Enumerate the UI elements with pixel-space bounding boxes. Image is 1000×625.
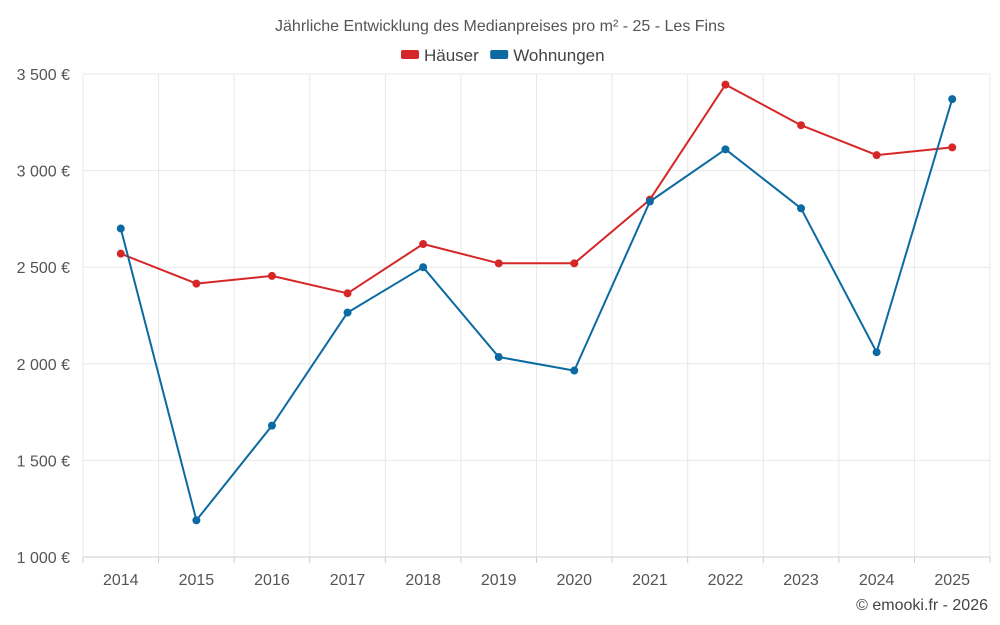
- credit-text: © emooki.fr - 2026: [856, 597, 988, 614]
- data-point[interactable]: [494, 259, 503, 268]
- x-tick-label: 2022: [708, 572, 744, 589]
- data-point[interactable]: [872, 151, 881, 160]
- legend: Häuser Wohnungen: [401, 46, 605, 65]
- series-line: [120, 83, 953, 295]
- x-tick-label: 2025: [934, 572, 970, 589]
- x-tick-label: 2015: [179, 572, 215, 589]
- data-point[interactable]: [948, 143, 957, 152]
- data-point[interactable]: [343, 308, 352, 317]
- chart-title: Jährliche Entwicklung des Medianpreises …: [275, 18, 725, 35]
- data-point[interactable]: [797, 204, 806, 213]
- data-point[interactable]: [192, 516, 201, 525]
- data-point[interactable]: [267, 421, 276, 430]
- x-tick-label: 2020: [556, 572, 592, 589]
- x-tick-label: 2024: [859, 572, 895, 589]
- x-tick-label: 2023: [783, 572, 819, 589]
- series-wohnungen: [116, 95, 957, 525]
- y-tick-label: 1 500 €: [17, 453, 70, 470]
- data-point[interactable]: [721, 80, 730, 89]
- data-point[interactable]: [645, 197, 654, 206]
- legend-item[interactable]: Häuser: [401, 46, 479, 65]
- legend-item[interactable]: Wohnungen: [490, 46, 605, 65]
- x-tick-label: 2017: [330, 572, 366, 589]
- data-point[interactable]: [267, 271, 276, 280]
- series-group: [116, 80, 957, 525]
- legend-label: Häuser: [424, 46, 479, 65]
- legend-label: Wohnungen: [513, 46, 604, 65]
- x-tick-label: 2018: [405, 572, 441, 589]
- x-tick-label: 2019: [481, 572, 517, 589]
- data-point[interactable]: [570, 366, 579, 375]
- y-tick-label: 2 000 €: [17, 357, 70, 374]
- x-axis: 2014 2015 2016 2017 2018 2019 2020 2021 2022 2023…: [103, 572, 970, 589]
- data-point[interactable]: [419, 240, 428, 249]
- y-axis: 1 000 € 1 500 € 2 000 € 2 500 € 3 000 € 3 500…: [17, 67, 70, 567]
- data-point[interactable]: [343, 289, 352, 298]
- series-line: [119, 98, 954, 522]
- data-point[interactable]: [872, 348, 881, 357]
- y-tick-label: 1 000 €: [17, 550, 70, 567]
- y-tick-label: 3 500 €: [17, 67, 70, 84]
- y-tick-label: 3 000 €: [17, 164, 70, 181]
- data-point[interactable]: [419, 263, 428, 272]
- x-tick-label: 2014: [103, 572, 139, 589]
- data-point[interactable]: [116, 224, 125, 233]
- data-point[interactable]: [494, 353, 503, 362]
- data-point[interactable]: [797, 121, 806, 130]
- data-point[interactable]: [192, 279, 201, 288]
- data-point[interactable]: [116, 249, 125, 258]
- data-point[interactable]: [948, 95, 957, 104]
- legend-swatch: [401, 50, 419, 59]
- y-tick-label: 2 500 €: [17, 260, 70, 277]
- data-point[interactable]: [570, 259, 579, 268]
- x-tick-label: 2016: [254, 572, 290, 589]
- x-tick-label: 2021: [632, 572, 668, 589]
- grid: [82, 73, 991, 563]
- legend-swatch: [490, 50, 509, 59]
- data-point[interactable]: [721, 145, 730, 154]
